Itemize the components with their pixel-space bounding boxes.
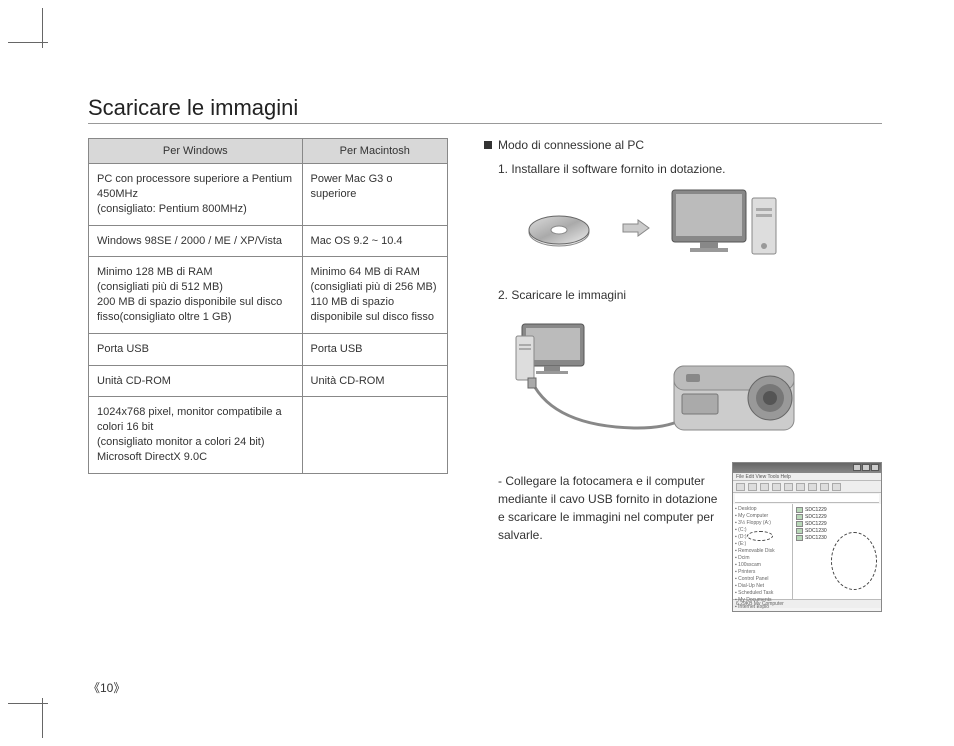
table-cell: Unità CD-ROM [89,365,303,397]
tree-item: ▪ Dcim [735,555,790,562]
table-cell: Unità CD-ROM [302,365,447,397]
th-windows: Per Windows [89,139,303,164]
connect-illustration [514,316,814,446]
table-cell: Windows 98SE / 2000 / ME / XP/Vista [89,225,303,257]
tree-item: ▪ (E:) [735,541,790,548]
tree-item: ▪ Dial-Up Net [735,583,790,590]
th-mac: Per Macintosh [302,139,447,164]
connection-mode-heading: Modo di connessione al PC [484,138,882,152]
tree-item: ▪ 100sscam [735,562,790,569]
connection-mode-text: Modo di connessione al PC [498,138,644,152]
square-bullet-icon [484,141,492,149]
tree-item: ▪ Desktop [735,506,790,513]
file-item: SDC1229 [796,507,878,513]
table-cell: Minimo 64 MB di RAM (consigliati più di … [302,257,447,333]
table-cell [302,397,447,473]
step-1: 1. Installare il software fornito in dot… [498,162,882,176]
table-cell: 1024x768 pixel, monitor compatibile a co… [89,397,303,473]
explorer-status: 6.29KB My Computer [733,599,881,608]
page-number: 《10》 [88,679,125,696]
instructions-column: Modo di connessione al PC 1. Installare … [484,138,882,612]
tree-item: ▪ Removable Disk [735,548,790,555]
page-content: Scaricare le immagini Per Windows Per Ma… [88,95,882,696]
folder-highlight-icon [747,531,773,541]
file-item: SDC1230 [796,528,878,534]
arrow-right-icon [622,219,650,237]
install-illustration [524,188,882,268]
table-cell: Mac OS 9.2 ~ 10.4 [302,225,447,257]
explorer-tree: ▪ Desktop ▪ My Computer ▪ 3½ Floppy (A:)… [733,504,793,599]
max-icon [862,464,870,471]
tree-item: ▪ My Computer [735,513,790,520]
close-icon [871,464,879,471]
connect-description: - Collegare la fotocamera e il computer … [498,472,718,544]
explorer-window: File Edit View Tools Help ▪ Desktop ▪ My… [732,462,882,612]
file-icon [796,521,803,527]
selection-circle-icon [831,532,877,590]
explorer-toolbar [733,481,881,493]
tree-item: ▪ Control Panel [735,576,790,583]
tree-item: ▪ Scheduled Task [735,590,790,597]
file-icon [796,535,803,541]
explorer-titlebar [733,463,881,473]
file-icon [796,514,803,520]
page-title: Scaricare le immagini [88,95,882,124]
cd-icon [524,204,602,252]
explorer-address [735,494,879,503]
tree-item: ▪ Printers [735,569,790,576]
tree-item: ▪ 3½ Floppy (A:) [735,520,790,527]
min-icon [853,464,861,471]
step-2: 2. Scaricare le immagini [498,288,882,302]
table-cell: PC con processore superiore a Pentium 45… [89,164,303,226]
table-cell: Minimo 128 MB di RAM (consigliati più di… [89,257,303,333]
file-item: SDC1229 [796,521,878,527]
file-icon [796,507,803,513]
explorer-files: SDC1229SDC1229SDC1229SDC1230SDC1230 [793,504,881,599]
tree-item: ▪ Recycle Bin [735,611,790,612]
table-cell: Porta USB [89,333,303,365]
table-cell: Porta USB [302,333,447,365]
computer-icon [670,188,780,268]
requirements-table: Per Windows Per Macintosh PC con process… [88,138,448,474]
explorer-menu: File Edit View Tools Help [733,473,881,481]
table-cell: Power Mac G3 o superiore [302,164,447,226]
requirements-column: Per Windows Per Macintosh PC con process… [88,138,448,612]
file-item: SDC1229 [796,514,878,520]
file-icon [796,528,803,534]
